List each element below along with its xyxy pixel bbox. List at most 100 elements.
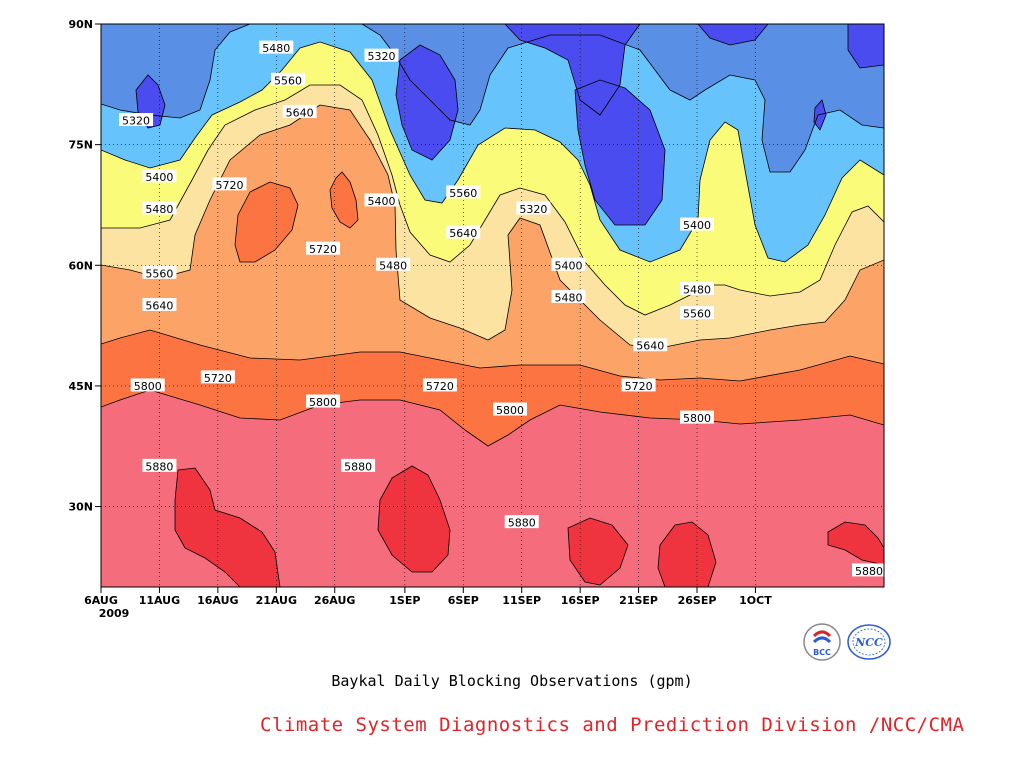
contour-label: 5720 [200,370,235,385]
y-tick-label: 30N [68,501,93,514]
x-tick-label: 11SEP [502,594,541,607]
contour-label: 5640 [142,298,177,313]
contour-label: 5720 [422,378,457,393]
band-above-5880-c [568,518,628,585]
svg-text:5560: 5560 [145,267,173,280]
contour-line-5720-b [329,171,359,229]
x-axis: 6AUG 11AUG 16AUG 21AUG 26AUG 1SEP 6SEP 11SEP 16S… [84,587,772,620]
contour-line-5320-a [395,44,459,161]
x-year-label: 2009 [99,607,130,620]
ncc-logo-icon: NCC [846,622,892,662]
svg-text:5720: 5720 [204,372,232,385]
contour-label: 5880 [504,515,539,530]
contour-label: 5880 [142,458,177,473]
contour-label: 5800 [680,410,715,425]
svg-text:5800: 5800 [683,412,711,425]
svg-text:5640: 5640 [636,340,664,353]
y-tick-label: 60N [68,259,93,272]
svg-text:5880: 5880 [344,460,372,473]
x-tick-label: 16AUG [197,594,238,607]
svg-text:5880: 5880 [855,565,883,578]
svg-text:5800: 5800 [309,396,337,409]
x-tick-label: 11AUG [139,594,180,607]
bcc-logo-text: BCC [813,648,831,657]
svg-text:5880: 5880 [145,460,173,473]
contour-line-5480 [101,41,884,263]
contour-chart: 5480 5320 5560 5320 5640 5400 5720 5400 5560 5320… [68,18,886,620]
svg-text:5720: 5720 [216,179,244,192]
contour-line-5880-e [827,521,884,566]
bcc-logo-icon: BCC [802,622,842,662]
svg-text:5480: 5480 [554,291,582,304]
contour-line-5720-a [234,181,299,263]
x-tick-label: 21AUG [256,594,297,607]
contour-label: 5480 [551,289,586,304]
x-tick-label: 1OCT [739,594,772,607]
svg-text:5720: 5720 [426,380,454,393]
contour-label: 5800 [493,402,528,417]
svg-text:5880: 5880 [508,517,536,530]
svg-text:5320: 5320 [519,203,547,216]
svg-text:5720: 5720 [309,243,337,256]
contour-line-5880-c [567,517,629,586]
contour-line-5320-g [813,99,827,131]
contour-label: 5560 [270,72,305,87]
svg-text:5560: 5560 [683,308,711,321]
contour-label: 5720 [621,378,656,393]
x-tick-label: 26SEP [678,594,717,607]
contour-label: 5480 [376,257,411,272]
y-tick-label: 45N [68,380,93,393]
contour-label: 5480 [680,281,715,296]
contour-label: 5320 [364,48,399,63]
y-tick-label: 75N [68,139,93,152]
ncc-logo-text: NCC [854,636,883,649]
x-tick-label: 16SEP [561,594,600,607]
x-tick-label: 6SEP [448,594,479,607]
contour-line-5320-d [574,79,666,226]
x-tick-label: 21SEP [619,594,658,607]
contour-label: 5720 [306,241,341,256]
contour-label: 5320 [119,113,154,128]
contour-label: 5480 [142,201,177,216]
svg-text:5480: 5480 [262,42,290,55]
plot-frame [100,23,885,588]
contour-label: 5640 [282,104,317,119]
x-tick-label: 26AUG [314,594,355,607]
contour-label: 5560 [446,185,481,200]
contour-label: 5400 [364,193,399,208]
contour-label: 5720 [212,177,247,192]
svg-text:5800: 5800 [134,380,162,393]
credit-line: Climate System Diagnostics and Predictio… [260,714,965,736]
svg-text:5800: 5800 [496,404,524,417]
svg-text:5320: 5320 [367,50,395,63]
contour-line-5320-f [847,24,884,69]
band-5320-5400 [101,24,884,172]
svg-text:5640: 5640 [286,106,314,119]
contour-label: 5560 [142,265,177,280]
y-tick-label: 90N [68,18,93,31]
chart-caption: Baykal Daily Blocking Observations (gpm) [331,672,693,690]
contour-line-5880-a [174,467,281,587]
contour-line-5640 [101,104,884,349]
contour-line-5560 [101,84,884,316]
contour-label: 5560 [680,306,715,321]
svg-text:5720: 5720 [625,380,653,393]
svg-text:5400: 5400 [145,171,173,184]
svg-text:5400: 5400 [683,219,711,232]
grid-lines [101,24,884,587]
contour-line-5880-d [657,521,717,587]
contour-lines [101,24,884,587]
contour-label: 5480 [259,40,294,55]
band-below-5320-d [575,80,665,225]
contour-label: 5800 [306,394,341,409]
contour-label: 5640 [633,338,668,353]
band-above-5880-d [658,522,716,587]
svg-text:5400: 5400 [367,195,395,208]
band-below-5320-a [396,45,458,160]
contour-label: 5880 [852,563,886,578]
svg-text:5480: 5480 [683,283,711,296]
band-above-5880-e [828,522,884,565]
svg-text:5640: 5640 [145,300,173,313]
contour-line-5720 [101,329,884,382]
contour-line-5880-b [377,465,451,573]
